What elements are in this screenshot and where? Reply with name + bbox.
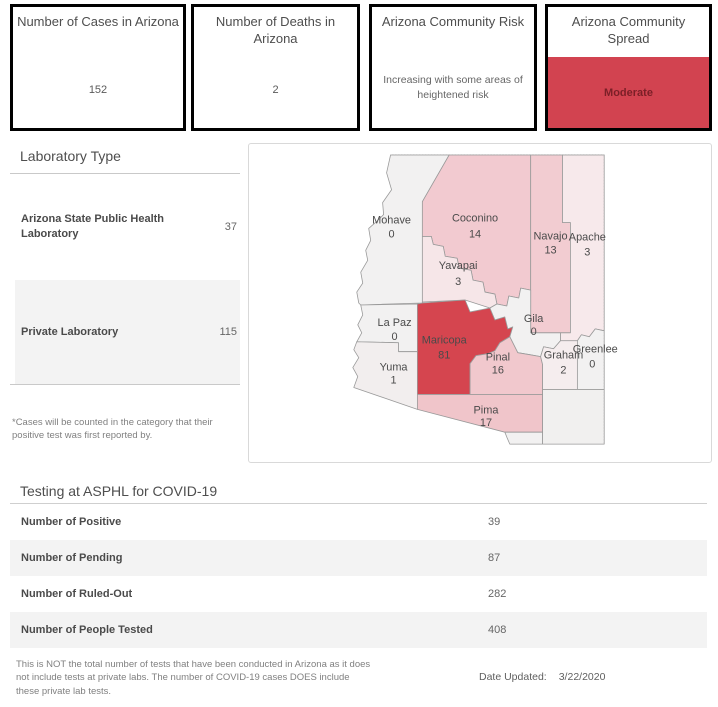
value-yavapai: 3 [455,276,461,288]
kpi-deaths-value: 2 [272,84,279,96]
lab-row-asphl[interactable]: Arizona State Public Health Laboratory 3… [15,174,240,280]
arizona-map-svg: Mohave 0 Coconino 14 Navajo 13 Apache 3 … [352,154,618,445]
value-greenlee: 0 [589,359,595,371]
laboratory-table-divider [10,384,240,385]
test-row-ruled-out-value: 282 [488,588,507,600]
test-row-pending-value: 87 [488,552,501,564]
label-maricopa: Maricopa [422,335,468,347]
laboratory-note: *Cases will be counted in the category t… [12,417,213,442]
laboratory-type-heading: Laboratory Type [20,148,121,164]
test-row-positive[interactable]: Number of Positive 39 [10,504,707,540]
value-pinal: 16 [492,365,504,377]
lab-row-asphl-label: Arizona State Public Health Laboratory [21,213,165,240]
label-apache: Apache [569,231,606,243]
date-updated: Date Updated: 3/22/2020 [479,671,605,683]
kpi-community-risk-title: Arizona Community Risk [381,14,525,29]
test-row-positive-value: 39 [488,516,501,528]
lab-row-asphl-value: 37 [224,221,237,233]
kpi-community-spread-title: Arizona Community Spread [571,14,686,46]
kpi-community-spread-box[interactable]: Arizona Community Spread Moderate [545,4,712,131]
testing-footnote: This is NOT the total number of tests th… [16,659,371,697]
label-navajo: Navajo [534,230,568,242]
label-pinal: Pinal [486,352,510,364]
value-mohave: 0 [389,228,395,240]
label-yavapai: Yavapai [439,260,478,272]
kpi-cases-box[interactable]: Number of Cases in Arizona 152 [10,4,186,131]
state-border-dotted [390,154,605,445]
kpi-deaths-title: Number of Deaths in Arizona [215,14,336,46]
county-santa-cruz[interactable] [504,431,544,445]
lab-row-private-value: 115 [219,326,237,338]
kpi-cases-value: 152 [88,84,108,96]
value-la-paz: 0 [391,331,397,343]
county-cochise[interactable] [542,389,605,445]
label-mohave: Mohave [372,215,411,227]
test-row-people-tested-value: 408 [488,624,507,636]
testing-heading: Testing at ASPHL for COVID-19 [20,483,218,499]
value-gila: 0 [531,326,537,338]
test-row-pending-label: Number of Pending [21,552,123,564]
date-updated-label: Date Updated: [479,671,547,683]
label-gila: Gila [524,313,544,325]
value-pima: 17 [480,417,492,429]
lab-row-private[interactable]: Private Laboratory 115 [15,280,240,384]
kpi-community-risk-box[interactable]: Arizona Community Risk Increasing with s… [369,4,537,131]
kpi-deaths-box[interactable]: Number of Deaths in Arizona 2 [191,4,360,131]
test-row-ruled-out[interactable]: Number of Ruled-Out 282 [10,576,707,612]
lab-row-private-label: Private Laboratory [21,325,119,338]
kpi-cases-title: Number of Cases in Arizona [17,14,179,29]
county-labels: Mohave 0 Coconino 14 Navajo 13 Apache 3 … [372,213,618,430]
value-maricopa: 81 [438,350,450,362]
label-coconino: Coconino [452,213,498,225]
kpi-community-spread-value: Moderate [548,57,709,128]
test-row-people-tested-label: Number of People Tested [21,624,153,636]
kpi-community-risk-value: Increasing with some areas of heightened… [383,74,523,101]
label-pima: Pima [474,404,500,416]
value-coconino: 14 [469,228,481,240]
label-graham: Graham [544,350,583,362]
label-greenlee: Greenlee [573,344,618,356]
county-yuma[interactable] [352,341,418,410]
value-navajo: 13 [544,244,556,256]
value-yuma: 1 [391,374,397,386]
label-yuma: Yuma [380,362,409,374]
value-apache: 3 [584,246,590,258]
testing-heading-divider [10,503,707,504]
county-yavapai[interactable] [421,236,498,309]
laboratory-heading-divider [10,173,240,174]
date-updated-value: 3/22/2020 [558,671,606,683]
test-row-ruled-out-label: Number of Ruled-Out [21,588,133,600]
test-row-people-tested[interactable]: Number of People Tested 408 [10,612,707,648]
test-row-pending[interactable]: Number of Pending 87 [10,540,707,576]
value-graham: 2 [560,365,566,377]
label-la-paz: La Paz [378,317,412,329]
test-row-positive-label: Number of Positive [21,516,122,528]
arizona-county-map[interactable]: Mohave 0 Coconino 14 Navajo 13 Apache 3 … [248,143,712,463]
